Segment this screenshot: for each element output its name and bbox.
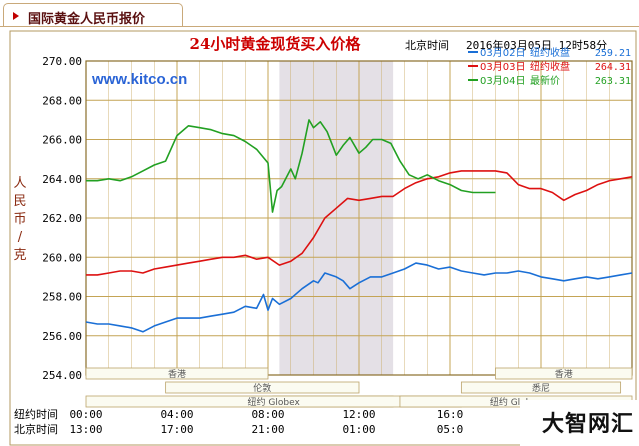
chart-tab[interactable]: 国际黄金人民币报价: [3, 3, 183, 27]
grid: [85, 60, 633, 376]
legend-value: 263.31: [595, 76, 631, 87]
series-line-1: [85, 262, 633, 333]
chart-text: 24小时黄金现货买入价格 北京时间 2016年03月05日 12时58分 www…: [14, 35, 607, 436]
y-tick-label: 260.00: [42, 251, 82, 264]
triangle-arrow-icon: [13, 12, 19, 20]
x-tick-label: 00:00: [69, 408, 102, 421]
market-label: 悉尼: [532, 382, 550, 394]
x-tick-label: 01:00: [342, 423, 375, 436]
tab-title: 国际黄金人民币报价: [28, 12, 146, 27]
x-tick-label: 16:0: [437, 408, 464, 421]
legend-label: 纽约收盘: [530, 60, 570, 73]
y-tick-label: 254.00: [42, 369, 82, 382]
x-row-label: 纽约时间: [14, 407, 58, 421]
market-label: 香港: [555, 368, 573, 380]
plot-border: [85, 60, 633, 376]
y-tick-label: 256.00: [42, 330, 82, 343]
x-row-label: 北京时间: [14, 422, 58, 436]
y-tick-label: 262.00: [42, 212, 82, 225]
price-lines: [85, 119, 633, 333]
timestamp-value: 2016年03月05日 12时58分: [466, 38, 607, 52]
y-tick-label: 270.00: [42, 55, 82, 68]
watermark: 大智网汇: [520, 400, 639, 446]
y-tick-label: 258.00: [42, 291, 82, 304]
x-tick-label: 21:00: [251, 423, 284, 436]
legend-date: 03月03日: [480, 61, 525, 73]
legend-label: 纽约收盘: [530, 46, 570, 59]
market-bar: [165, 381, 360, 394]
y-tick-label: 268.00: [42, 94, 82, 107]
x-tick-label: 17:00: [160, 423, 193, 436]
y-tick-label: 266.00: [42, 134, 82, 147]
market-label: 香港: [168, 368, 186, 380]
chart-title: 24小时黄金现货买入价格: [190, 35, 362, 53]
market-label: 纽约 Globex: [248, 396, 301, 408]
market-label: 伦敦: [253, 382, 271, 394]
market-bar: [85, 367, 269, 380]
legend-date: 03月02日: [480, 47, 525, 59]
market-bar: [460, 381, 622, 394]
legend-date: 03月04日: [480, 75, 525, 87]
legend-label: 最新价: [530, 74, 560, 87]
series-line-2: [86, 170, 633, 276]
x-tick-label: 04:00: [160, 408, 193, 421]
tab-underline: [0, 26, 639, 27]
x-tick-label: 05:0: [437, 423, 464, 436]
legend-value: 259.21: [595, 48, 631, 59]
plot-frame: [9, 30, 637, 446]
y-axis-label: 人民币/克: [13, 176, 26, 263]
outer-frame: [9, 30, 637, 446]
watermark-text: 大智网汇: [542, 412, 635, 437]
y-tick-label: 264.00: [42, 173, 82, 186]
x-tick-label: 12:00: [342, 408, 375, 421]
tab-bar: 国际黄金人民币报价: [0, 0, 639, 27]
x-tick-label: 13:00: [69, 423, 102, 436]
legend: 03月02日 纽约收盘 259.21 03月03日 纽约收盘 264.31 03月04日 最新…: [468, 46, 631, 87]
series-line-3: [86, 119, 496, 213]
timestamp-label: 北京时间: [405, 38, 449, 52]
market-bar: [495, 367, 633, 380]
legend-value: 264.31: [595, 62, 631, 73]
y-axis-title: 人民币/克: [13, 176, 26, 263]
source-url: www.kitco.cn: [91, 71, 187, 88]
x-tick-label: 08:00: [251, 408, 284, 421]
